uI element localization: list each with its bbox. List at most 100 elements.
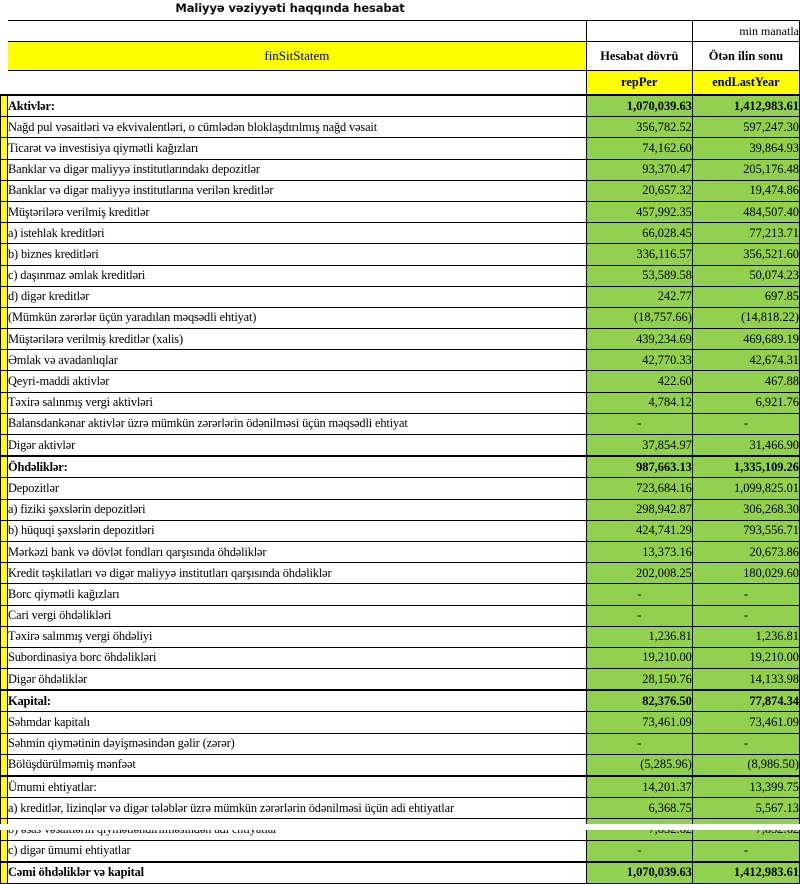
cell-end-last-year[interactable]: 469,689.19 [691,328,800,351]
cell-end-last-year[interactable]: 697.85 [691,285,800,308]
cell-reporting-period[interactable]: 28,150.76 [585,668,693,691]
table-row: Öhdəliklər: 987,663.13 1,335,109.26 [0,455,800,479]
table-row: Səhmin qiymətinin dəyişməsindən gəlir (z… [0,732,800,755]
cell-reporting-period[interactable]: 19,210.00 [585,646,693,670]
row-label: Depozitlər [7,477,587,500]
table-row: Banklar və digər maliyyə institutlarında… [0,158,800,181]
cell-reporting-period[interactable]: 723,684.16 [585,477,693,500]
cell-end-last-year[interactable]: 39,864.93 [691,137,800,160]
cell-reporting-period[interactable]: 53,589.58 [585,264,693,287]
cell-reporting-period[interactable]: 424,741.29 [585,519,693,542]
cell-end-last-year[interactable]: - [691,604,800,627]
cell-end-last-year[interactable]: 50,074.23 [691,264,800,287]
cell-end-last-year[interactable]: 1,099,825.01 [691,477,800,500]
row-marker [0,370,8,393]
cell-reporting-period[interactable]: (5,285.96) [585,753,693,777]
cell-reporting-period[interactable]: 82,376.50 [585,689,693,713]
row-marker [0,753,8,777]
cell-end-last-year[interactable]: 597,247.30 [691,116,800,139]
cell-end-last-year[interactable]: 306,268.30 [691,498,800,521]
cell-end-last-year[interactable]: 5,567.13 [691,797,800,820]
column-code-repper[interactable]: repPer [585,70,693,96]
column-header-end-last-year[interactable]: Ötən ilin sonu [691,41,800,71]
cell-end-last-year[interactable]: 180,029.60 [691,562,800,585]
cell-reporting-period[interactable]: 14,201.37 [585,775,693,799]
row-marker [0,222,8,245]
cell-reporting-period[interactable]: - [585,604,693,627]
cell-end-last-year[interactable]: - [691,412,800,436]
cell-reporting-period[interactable]: - [585,583,693,606]
cell-end-last-year[interactable]: 484,507.40 [691,200,800,224]
cell-reporting-period[interactable]: (18,757.66) [585,306,693,330]
cell-end-last-year[interactable]: 20,673.86 [691,540,800,564]
cell-end-last-year[interactable]: 356,521.60 [691,243,800,266]
cell-reporting-period[interactable]: 74,162.60 [585,137,693,160]
row-label: Qeyri-maddi aktivlər [7,370,587,393]
cell-reporting-period[interactable]: 202,008.25 [585,562,693,585]
cell-end-last-year[interactable]: 6,921.76 [691,391,800,414]
cell-reporting-period[interactable]: 1,070,039.63 [585,860,693,884]
column-code-endlastyear[interactable]: endLastYear [691,70,800,96]
cell-end-last-year[interactable]: (14,818.22) [691,306,800,330]
row-label: Təxirə salınmış vergi öhdəliyi [7,625,587,648]
cell-reporting-period[interactable]: 73,461.09 [585,711,693,734]
cell-end-last-year[interactable]: 19,210.00 [691,646,800,670]
cell-reporting-period[interactable]: - [585,412,693,436]
column-header-reporting-period[interactable]: Hesabat dövrü [585,41,693,71]
cell-reporting-period[interactable]: 13,373.16 [585,540,693,564]
cell-reporting-period[interactable]: 298,942.87 [585,498,693,521]
table-row: b) biznes kreditləri 336,116.57 356,521.60 [0,243,800,266]
cell-reporting-period[interactable]: - [585,839,693,863]
row-marker [0,137,8,160]
cell-reporting-period[interactable]: 439,234.69 [585,328,693,351]
cell-end-last-year[interactable]: 13,399.75 [691,775,800,799]
statement-name-header[interactable]: finSitStatem [7,41,587,71]
cell-end-last-year[interactable]: 205,176.48 [691,158,800,181]
cell-end-last-year[interactable]: - [691,839,800,863]
cell-end-last-year[interactable]: 1,412,983.61 [691,860,800,884]
cell-end-last-year[interactable]: 793,556.71 [691,519,800,542]
cell-end-last-year[interactable]: - [691,583,800,606]
row-marker [0,391,8,414]
table-row: Əmlak və avadanlıqlar 42,770.33 42,674.31 [0,349,800,372]
cell-reporting-period[interactable]: - [585,732,693,755]
cell-end-last-year[interactable]: 467.88 [691,370,800,393]
row-marker [0,264,8,287]
cell-end-last-year[interactable]: 77,213.71 [691,222,800,245]
cell-reporting-period[interactable]: 37,854.97 [585,434,693,457]
cell-end-last-year[interactable]: 31,466.90 [691,434,800,457]
cell-end-last-year[interactable]: 14,133.98 [691,668,800,691]
cell-end-last-year[interactable]: 19,474.86 [691,179,800,202]
cell-reporting-period[interactable]: 336,116.57 [585,243,693,266]
cell-end-last-year[interactable]: (8,986.50) [691,753,800,777]
cell-end-last-year[interactable]: 42,674.31 [691,349,800,372]
cell-reporting-period[interactable]: 1,070,039.63 [585,94,693,118]
row-marker [0,70,8,96]
cell-reporting-period[interactable]: 356,782.52 [585,116,693,139]
cell-end-last-year[interactable]: 1,335,109.26 [691,455,800,479]
cell-end-last-year[interactable]: 1,412,983.61 [691,94,800,118]
table-row: c) digər ümumi ehtiyatlar - - [0,839,800,863]
cell-reporting-period[interactable]: 6,368.75 [585,797,693,820]
cell-end-last-year[interactable]: - [691,732,800,755]
table-row: a) kreditlər, lizinqlər və digər tələblə… [0,797,800,820]
cell-reporting-period[interactable]: 42,770.33 [585,349,693,372]
row-marker [0,158,8,181]
cell-reporting-period[interactable]: 987,663.13 [585,455,693,479]
cell-reporting-period[interactable]: 1,236.81 [585,625,693,648]
cell-reporting-period[interactable]: 457,992.35 [585,200,693,224]
table-row: Təxirə salınmış vergi öhdəliyi 1,236.81 1,… [0,625,800,648]
table-row: Balansdankənar aktivlər üzrə mümkün zərə… [0,412,800,436]
cell-end-last-year[interactable]: 1,236.81 [691,625,800,648]
row-marker [0,839,8,863]
cell-reporting-period[interactable]: 242.77 [585,285,693,308]
cell-reporting-period[interactable]: 20,657.32 [585,179,693,202]
cell-reporting-period[interactable]: 66,028.45 [585,222,693,245]
cell-reporting-period[interactable]: 4,784.12 [585,391,693,414]
cell-reporting-period[interactable]: 422.60 [585,370,693,393]
cell-end-last-year[interactable]: 73,461.09 [691,711,800,734]
cell-reporting-period[interactable]: 93,370.47 [585,158,693,181]
cell-end-last-year[interactable]: 77,874.34 [691,689,800,713]
row-label: Təxirə salınmış vergi aktivləri [7,391,587,414]
row-marker [0,583,8,606]
